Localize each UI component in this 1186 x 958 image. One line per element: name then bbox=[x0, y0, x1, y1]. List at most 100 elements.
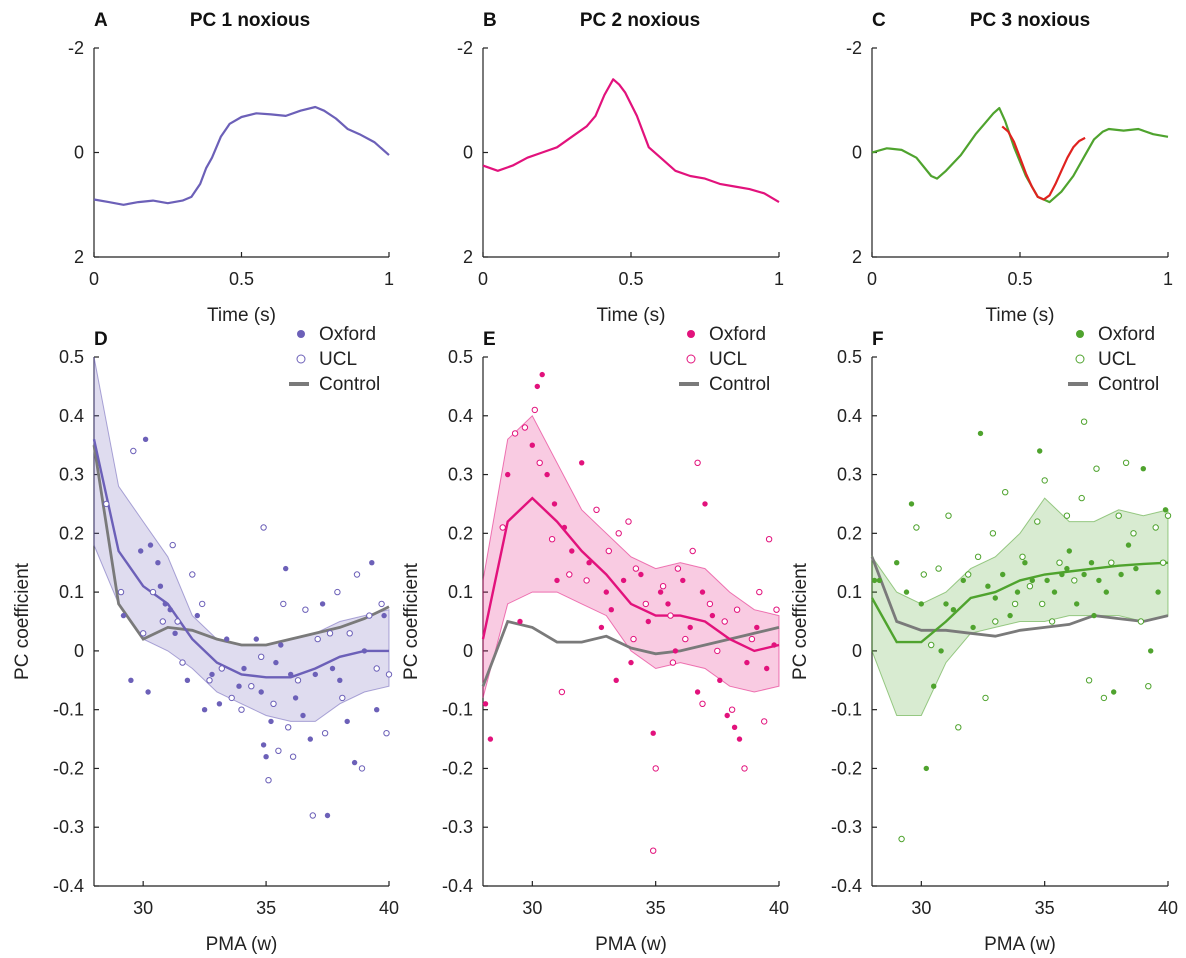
oxford-point bbox=[1029, 577, 1036, 584]
ucl-point bbox=[289, 753, 297, 760]
ucl-point bbox=[625, 518, 632, 525]
oxford-point bbox=[709, 612, 716, 619]
oxford-point bbox=[278, 642, 284, 648]
ucl-point bbox=[511, 430, 519, 437]
y-axis-label: PC coefficient bbox=[12, 562, 33, 680]
oxford-point bbox=[1118, 571, 1124, 578]
oxford-point bbox=[724, 712, 730, 719]
y-tick-label: 0.1 bbox=[59, 582, 84, 602]
ucl-point bbox=[642, 600, 649, 608]
oxford-point bbox=[534, 383, 540, 390]
confidence-band bbox=[93, 356, 390, 722]
ucl-point bbox=[706, 600, 714, 608]
oxford-point bbox=[487, 736, 494, 742]
oxford-point bbox=[569, 548, 575, 554]
oxford-point bbox=[908, 501, 915, 507]
oxford-point bbox=[931, 683, 937, 689]
oxford-point bbox=[120, 612, 127, 619]
ucl-point bbox=[558, 688, 566, 696]
oxford-point bbox=[273, 659, 279, 666]
oxford-point bbox=[292, 695, 299, 701]
y-tick-label: -0.2 bbox=[831, 758, 862, 778]
oxford-point bbox=[579, 460, 585, 466]
y-tick-label: -0.3 bbox=[442, 817, 473, 837]
oxford-point bbox=[977, 430, 984, 437]
oxford-point bbox=[943, 601, 949, 607]
x-tick-label: 40 bbox=[1158, 898, 1178, 918]
x-axis-label: PMA (w) bbox=[595, 934, 667, 955]
oxford-point bbox=[771, 642, 777, 648]
ucl-point bbox=[199, 600, 206, 608]
x-tick-label: 30 bbox=[522, 898, 542, 918]
ucl-point bbox=[1048, 618, 1056, 625]
oxford-point bbox=[923, 765, 929, 772]
legend-oxford-marker bbox=[297, 330, 305, 338]
ucl-point bbox=[1130, 530, 1137, 537]
ucl-point bbox=[773, 606, 780, 613]
ucl-point bbox=[694, 459, 701, 466]
ucl-point bbox=[169, 541, 176, 549]
oxford-point bbox=[529, 442, 535, 448]
oxford-point bbox=[1091, 612, 1097, 619]
ucl-point bbox=[1152, 524, 1159, 531]
oxford-point bbox=[128, 677, 134, 683]
panel-f: F -0.4 -0.3 -0.2 -0.1 0 0.1 0.2 0.3 0.4 0.5 30 35 40 P… bbox=[790, 324, 1178, 955]
ucl-point bbox=[548, 536, 556, 543]
ucl-point bbox=[130, 447, 137, 455]
ucl-point bbox=[1078, 494, 1085, 502]
x-tick-label: 40 bbox=[769, 898, 789, 918]
oxford-point bbox=[142, 436, 149, 442]
oxford-point bbox=[1103, 589, 1110, 595]
oxford-point bbox=[381, 612, 387, 619]
oxford-point bbox=[337, 677, 343, 683]
y-tick-label: 0 bbox=[74, 143, 84, 163]
x-tick-label: 0.5 bbox=[229, 269, 254, 289]
ucl-point bbox=[605, 547, 612, 555]
oxford-point bbox=[201, 707, 208, 713]
panel-letter: E bbox=[483, 329, 496, 350]
oxford-point bbox=[598, 624, 605, 631]
oxford-point bbox=[1014, 589, 1021, 595]
ucl-point bbox=[531, 406, 538, 414]
panel-letter: C bbox=[872, 10, 886, 31]
ucl-point bbox=[721, 618, 728, 625]
oxford-point bbox=[1066, 548, 1073, 554]
panel-letter: F bbox=[872, 329, 884, 350]
ucl-point bbox=[667, 612, 674, 619]
y-tick-label: -0.1 bbox=[53, 700, 84, 720]
oxford-point bbox=[586, 560, 592, 566]
legend-control-label: Control bbox=[709, 374, 770, 395]
oxford-point bbox=[300, 712, 306, 719]
oxford-point bbox=[283, 565, 289, 572]
ucl-point bbox=[1071, 577, 1078, 584]
x-tick-label: 0.5 bbox=[1007, 269, 1032, 289]
panel-letter: D bbox=[94, 329, 108, 350]
oxford-point bbox=[1155, 589, 1161, 595]
y-tick-label: 0.1 bbox=[448, 582, 473, 602]
oxford-point bbox=[554, 577, 560, 584]
oxford-point bbox=[650, 730, 656, 736]
oxford-point bbox=[263, 754, 269, 760]
oxford-point bbox=[638, 571, 644, 578]
x-tick-label: 0 bbox=[867, 269, 877, 289]
y-tick-label: 0.5 bbox=[837, 347, 862, 367]
ucl-point bbox=[965, 571, 972, 578]
ucl-point bbox=[334, 588, 341, 596]
ucl-point bbox=[992, 618, 999, 625]
oxford-point bbox=[1140, 466, 1147, 472]
ucl-point bbox=[974, 553, 982, 560]
oxford-point bbox=[312, 671, 318, 678]
oxford-point bbox=[665, 601, 671, 607]
ucl-point bbox=[206, 677, 213, 684]
y-tick-label: 0.3 bbox=[837, 465, 862, 485]
oxford-point bbox=[950, 607, 957, 613]
ucl-point bbox=[358, 765, 366, 772]
oxford-point bbox=[1064, 565, 1070, 572]
oxford-point bbox=[138, 548, 144, 554]
ucl-point bbox=[339, 694, 346, 702]
ucl-point bbox=[314, 635, 321, 643]
oxford-point bbox=[184, 677, 191, 683]
oxford-point bbox=[253, 636, 259, 642]
